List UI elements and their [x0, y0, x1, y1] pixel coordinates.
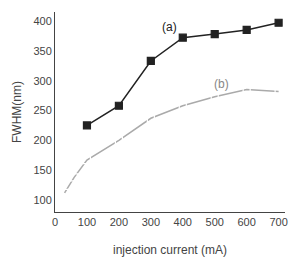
svg-text:100: 100 [78, 216, 96, 228]
svg-text:250: 250 [33, 104, 51, 116]
svg-text:300: 300 [142, 216, 160, 228]
svg-text:500: 500 [206, 216, 224, 228]
svg-text:200: 200 [33, 134, 51, 146]
svg-text:150: 150 [33, 164, 51, 176]
svg-text:600: 600 [237, 216, 255, 228]
svg-text:700: 700 [269, 216, 287, 228]
svg-text:(b): (b) [214, 77, 229, 91]
svg-text:400: 400 [174, 216, 192, 228]
svg-text:(a): (a) [162, 20, 177, 34]
svg-text:350: 350 [33, 45, 51, 57]
svg-text:200: 200 [110, 216, 128, 228]
svg-text:FWHM(nm): FWHM(nm) [10, 81, 24, 143]
svg-text:300: 300 [33, 75, 51, 87]
svg-text:400: 400 [33, 15, 51, 27]
svg-text:injection current (mA): injection current (mA) [113, 243, 227, 257]
svg-text:100: 100 [33, 194, 51, 206]
svg-text:0: 0 [52, 216, 58, 228]
